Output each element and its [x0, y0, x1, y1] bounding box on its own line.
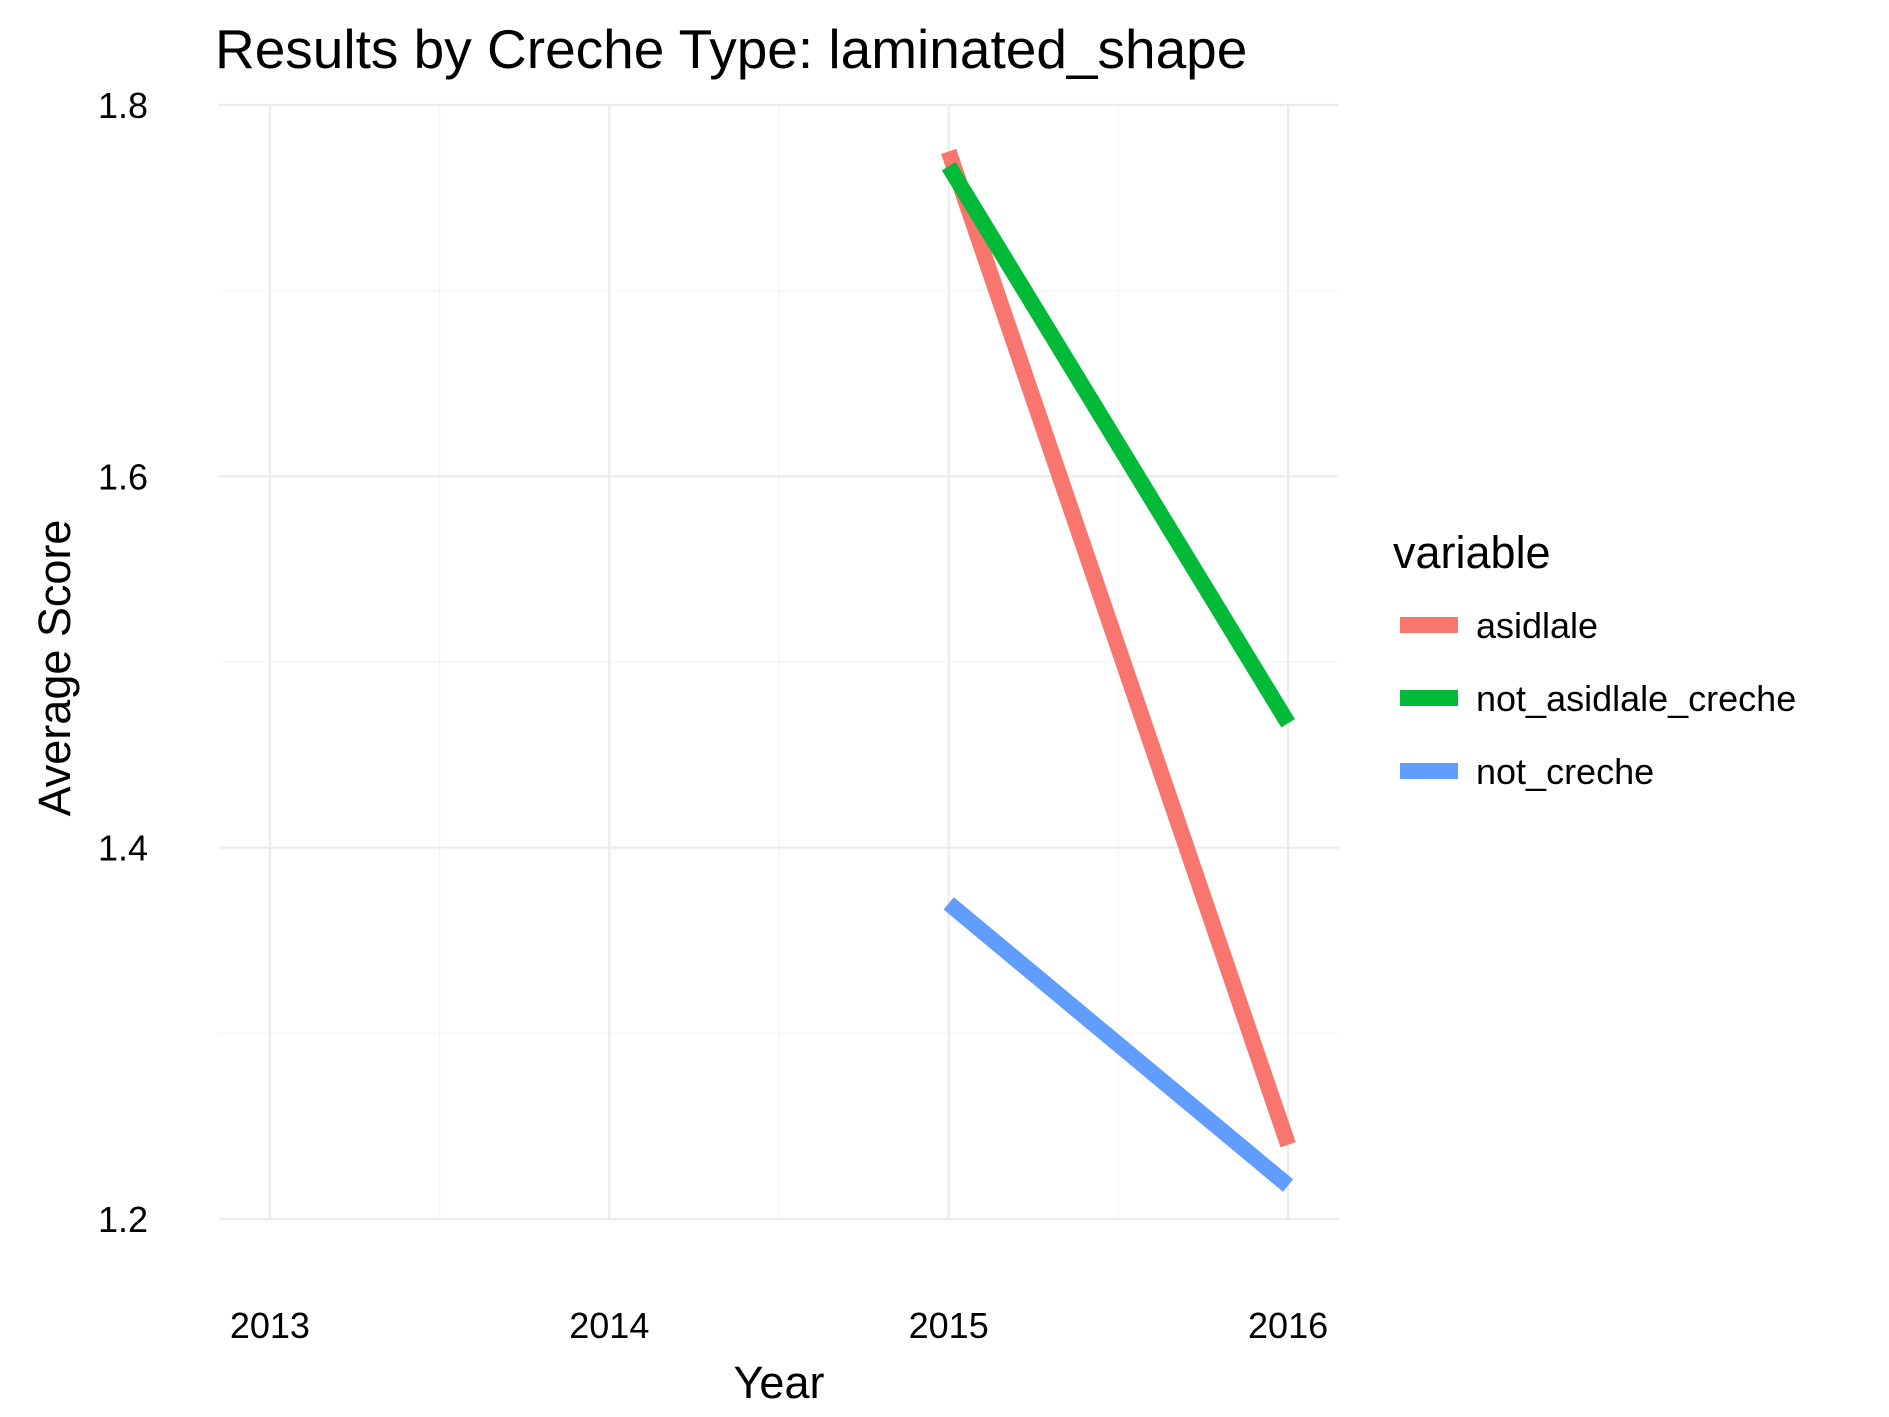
legend-label-not_creche: not_creche — [1476, 751, 1654, 792]
y-tick-label: 1.8 — [98, 85, 148, 126]
series-line-asidlale — [941, 148, 1296, 1148]
legend-label-not_asidlale_creche: not_asidlale_creche — [1476, 678, 1796, 719]
x-tick-label: 2014 — [569, 1305, 649, 1346]
legend-title: variable — [1393, 527, 1551, 578]
y-tick-label: 1.2 — [98, 1199, 148, 1240]
plot-area — [219, 103, 1339, 1221]
y-tick-label: 1.6 — [98, 456, 148, 497]
grid — [219, 103, 1339, 1221]
x-axis-ticks: 2013 2014 2015 2016 — [230, 1305, 1328, 1346]
x-axis-title: Year — [734, 1357, 825, 1408]
x-tick-label: 2016 — [1248, 1305, 1328, 1346]
y-tick-label: 1.4 — [98, 828, 148, 869]
series-line-not_asidlale_creche — [941, 162, 1295, 728]
series-line-not_creche — [943, 897, 1294, 1192]
x-tick-label: 2015 — [909, 1305, 989, 1346]
x-tick-label: 2013 — [230, 1305, 310, 1346]
chart-title: Results by Creche Type: laminated_shape — [215, 18, 1247, 80]
legend: variable asidlale not_asidlale_creche not_… — [1393, 527, 1796, 792]
y-axis-ticks: 1.2 1.4 1.6 1.8 — [98, 85, 148, 1240]
legend-label-asidlale: asidlale — [1476, 605, 1598, 646]
series-lines — [941, 148, 1296, 1192]
y-axis-title: Average Score — [29, 520, 80, 817]
